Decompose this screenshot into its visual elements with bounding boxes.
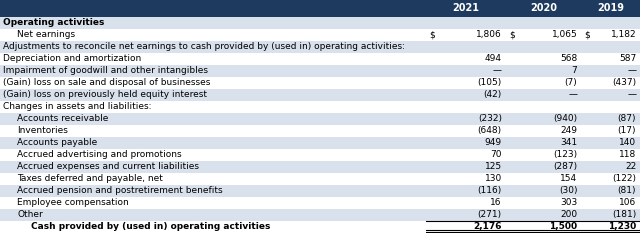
Bar [0,173,640,185]
Text: (437): (437) [612,78,636,87]
Bar [0,65,640,77]
Text: (30): (30) [559,186,577,195]
Text: 303: 303 [560,199,577,207]
Text: 1,182: 1,182 [611,30,636,39]
Text: 22: 22 [625,162,636,171]
Text: (87): (87) [618,114,636,123]
Text: (105): (105) [477,78,502,87]
Text: (81): (81) [618,186,636,195]
Text: —: — [627,90,636,99]
Text: 1,065: 1,065 [552,30,577,39]
Bar [0,221,640,233]
Bar [0,101,640,113]
Text: (648): (648) [477,126,502,135]
Text: (232): (232) [477,114,502,123]
Text: Impairment of goodwill and other intangibles: Impairment of goodwill and other intangi… [3,66,208,75]
Bar [0,29,640,41]
Text: $: $ [429,30,435,39]
Text: 106: 106 [619,199,636,207]
Text: —: — [568,90,577,99]
Text: —: — [493,66,502,75]
Text: 2021: 2021 [452,3,479,13]
Bar [0,53,640,65]
Bar [0,161,640,173]
Text: (123): (123) [553,151,577,159]
Bar [0,17,640,29]
Text: Taxes deferred and payable, net: Taxes deferred and payable, net [17,175,163,183]
Text: 7: 7 [572,66,577,75]
Text: $: $ [584,30,590,39]
Text: (271): (271) [477,210,502,219]
Text: —: — [627,66,636,75]
Text: 341: 341 [560,138,577,147]
Text: 568: 568 [560,54,577,63]
Text: 70: 70 [490,151,502,159]
Text: 200: 200 [560,210,577,219]
Text: 249: 249 [560,126,577,135]
Text: 494: 494 [484,54,502,63]
Text: Inventories: Inventories [17,126,68,135]
Bar [0,149,640,161]
Text: Accounts receivable: Accounts receivable [17,114,109,123]
Bar [0,197,640,209]
Text: 130: 130 [484,175,502,183]
Text: 2019: 2019 [597,3,624,13]
Text: (Gain) loss on previously held equity interest: (Gain) loss on previously held equity in… [3,90,207,99]
Text: 1,500: 1,500 [549,223,577,232]
Text: Other: Other [17,210,43,219]
Text: (17): (17) [618,126,636,135]
Text: (287): (287) [553,162,577,171]
Text: 118: 118 [619,151,636,159]
Text: (122): (122) [612,175,636,183]
Text: (7): (7) [564,78,577,87]
Text: (940): (940) [553,114,577,123]
Text: (116): (116) [477,186,502,195]
Text: 949: 949 [484,138,502,147]
Text: 125: 125 [484,162,502,171]
Text: Net earnings: Net earnings [17,30,76,39]
Bar [0,41,640,53]
Text: 1,806: 1,806 [476,30,502,39]
Bar [0,209,640,221]
Text: 1,230: 1,230 [608,223,636,232]
Text: 154: 154 [560,175,577,183]
Text: 16: 16 [490,199,502,207]
Bar [0,185,640,197]
Text: Accounts payable: Accounts payable [17,138,97,147]
Bar [0,89,640,101]
Text: 2020: 2020 [530,3,557,13]
Text: (Gain) loss on sale and disposal of businesses: (Gain) loss on sale and disposal of busi… [3,78,211,87]
Text: Accrued advertising and promotions: Accrued advertising and promotions [17,151,182,159]
Text: $: $ [509,30,515,39]
Text: 2,176: 2,176 [473,223,502,232]
Bar [0,125,640,137]
Bar [0,113,640,125]
Text: Cash provided by (used in) operating activities: Cash provided by (used in) operating act… [31,223,271,232]
Text: Depreciation and amortization: Depreciation and amortization [3,54,141,63]
Bar [0,137,640,149]
Text: 587: 587 [619,54,636,63]
Text: (181): (181) [612,210,636,219]
Text: 140: 140 [619,138,636,147]
Text: Accrued pension and postretirement benefits: Accrued pension and postretirement benef… [17,186,223,195]
Text: Adjustments to reconcile net earnings to cash provided by (used in) operating ac: Adjustments to reconcile net earnings to… [3,42,405,51]
Text: (42): (42) [483,90,502,99]
Bar [0,0,640,17]
Text: Operating activities: Operating activities [3,18,104,27]
Text: Accrued expenses and current liabilities: Accrued expenses and current liabilities [17,162,199,171]
Bar [0,77,640,89]
Text: Changes in assets and liabilities:: Changes in assets and liabilities: [3,102,152,111]
Text: Employee compensation: Employee compensation [17,199,129,207]
